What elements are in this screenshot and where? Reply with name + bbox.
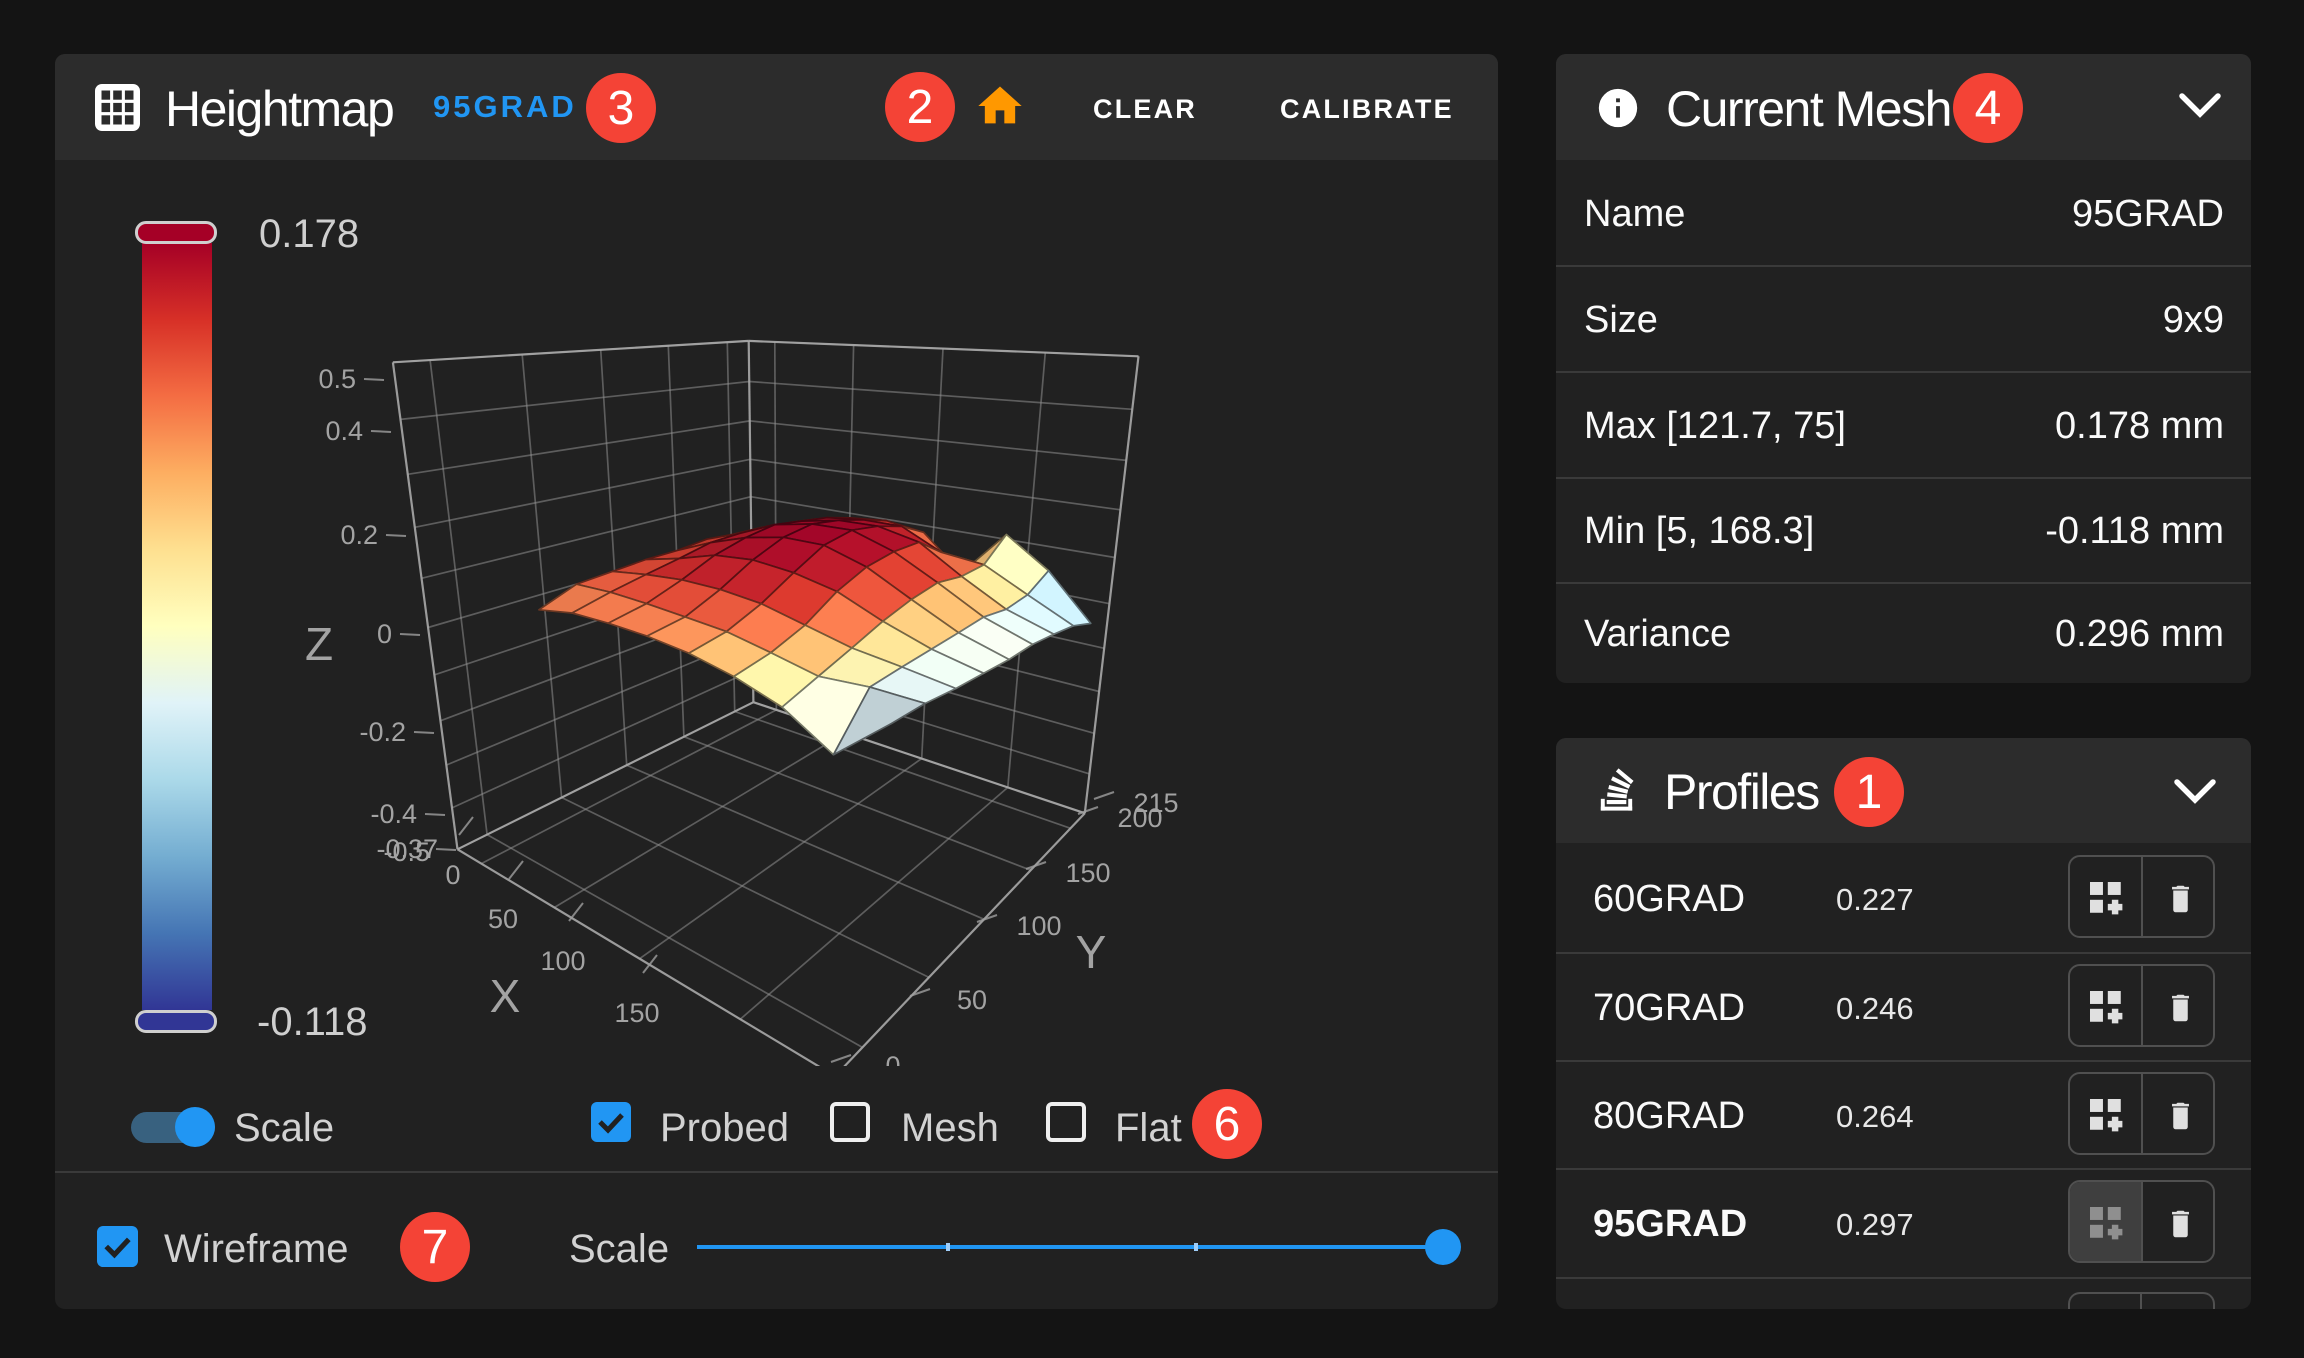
svg-text:X: X	[490, 970, 521, 1022]
svg-text:215: 215	[1133, 788, 1178, 818]
svg-text:0: 0	[445, 860, 460, 890]
svg-text:100: 100	[540, 946, 585, 976]
svg-text:-0.37: -0.37	[376, 834, 438, 864]
svg-text:0: 0	[885, 1051, 900, 1081]
svg-text:Y: Y	[1076, 926, 1107, 978]
svg-text:-0.4: -0.4	[370, 799, 417, 829]
svg-text:-0.5: -0.5	[383, 837, 430, 867]
svg-text:50: 50	[957, 985, 987, 1015]
svg-text:0.4: 0.4	[325, 416, 363, 446]
svg-text:0: 0	[377, 619, 392, 649]
svg-text:-0.2: -0.2	[359, 717, 406, 747]
svg-text:Z: Z	[305, 618, 333, 670]
svg-text:100: 100	[1016, 911, 1061, 941]
svg-text:150: 150	[614, 998, 659, 1028]
svg-text:0.5: 0.5	[318, 364, 356, 394]
svg-text:200: 200	[1117, 803, 1162, 833]
svg-text:150: 150	[1065, 858, 1110, 888]
svg-text:50: 50	[488, 904, 518, 934]
svg-text:0.2: 0.2	[340, 520, 378, 550]
